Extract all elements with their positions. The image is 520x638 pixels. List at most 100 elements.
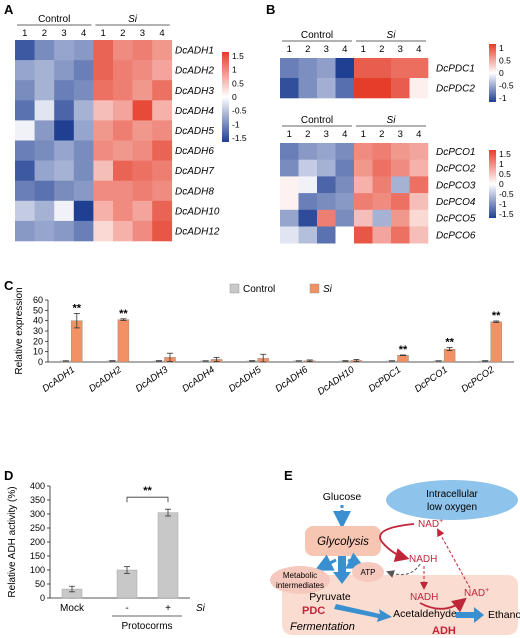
group-label: Protocorms [121,621,172,632]
heatmap-group-label: Control [38,14,70,25]
heatmap-col-label: 1 [287,129,292,140]
glycolysis-label: Glycolysis [317,536,369,548]
heatmap-cell [73,80,94,101]
heatmap-cell [34,140,55,161]
heatmap-cell [317,78,336,99]
heatmap-cell [335,226,355,244]
heatmap-cell [73,40,94,61]
heatmap-pdc: Control 1 2 3 4 Si 1 2 3 4 DcPDC1 DcPDC2 1 0.5 0 -0.5 -1 [280,30,514,103]
y-tick-label: 40 [33,316,43,326]
heatmap-cell [15,120,35,141]
heatmap-cell [113,180,133,202]
nad-return-dashed [437,528,471,589]
heatmap-cell [132,40,153,61]
heatmap-scale-tick: 1.5 [499,149,511,159]
heatmap-cell [15,100,35,121]
heatmap-col-label: 1 [22,28,27,39]
heatmap-cell [34,100,55,121]
heatmap-cell [93,200,114,222]
adh-arrow [456,607,484,623]
heatmap-cell [391,78,410,99]
panel-label-a: A [4,2,14,17]
heatmap-color-scale [489,150,496,218]
heatmap-cell [132,200,153,222]
heatmap-cell [335,209,355,227]
heatmap-cell [132,60,153,81]
heatmap-cell [152,60,173,81]
heatmap-cell [93,160,114,181]
heatmap-scale-tick: 1.5 [232,51,244,61]
y-tick-label: 250 [30,523,45,533]
heatmap-col-label: 4 [159,28,164,39]
heatmap-cell [93,120,114,141]
heatmap-cell [372,193,392,211]
y-tick-label: 60 [33,295,43,305]
heatmap-cell [317,176,336,194]
glucose-label: Glucose [323,491,362,503]
x-tick-label: Mock [60,603,85,614]
nadh-feedback-dashed [386,563,421,578]
heatmap-cell [73,220,94,242]
significance-mark: ** [119,308,128,320]
heatmap-row-label: DcADH6 [175,146,214,157]
heatmap-col-label: 1 [361,44,366,55]
heatmap-cell [354,143,373,160]
heatmap-cell [54,160,75,181]
heatmap-cell [113,160,133,181]
heatmap-cell [34,160,55,181]
bar [397,355,409,363]
bar [117,319,130,363]
y-tick-label: 10 [33,347,43,357]
heatmap-cell [113,200,133,222]
heatmap-cell [34,180,55,202]
bar [116,569,138,599]
heatmap-col-label: 1 [101,28,106,39]
heatmap-cell [132,180,153,202]
heatmap-cell [73,140,94,161]
heatmap-cell [73,100,94,121]
heatmap-cell [152,160,173,181]
heatmap-cell [298,193,318,211]
heatmap-cell [113,40,133,61]
heatmap-cell [93,140,114,161]
heatmap-cell [15,180,35,202]
heatmap-cell [54,40,75,61]
heatmap-color-scale [222,52,229,142]
heatmap-col-label: 4 [81,28,86,39]
heatmap-row-label: DcADH7 [175,166,214,177]
panel-label-b: B [266,2,275,17]
heatmap-pco: Control 1 2 3 4 Si 1 2 3 4 DcPCO1 DcPCO2 DcPCO3 DcPCO… [280,115,514,244]
heatmap-adh: Control 1 2 3 4 Si 1 2 3 4 DcADH1 DcADH2 DcADH3 DcADH… [15,14,247,242]
heatmap-cell [73,180,94,202]
heatmap-col-label: 3 [140,28,145,39]
y-tick-label: 100 [30,565,45,575]
heatmap-row-label: DcADH2 [175,66,214,77]
heatmap-col-label: 2 [305,129,310,140]
heatmap-row-label: DcPCO5 [436,214,476,225]
x-tick-label: DcPCO1 [413,364,450,395]
heatmap-cell [132,160,153,181]
heatmap-cell [354,58,373,79]
heatmap-cell [132,120,153,141]
heatmap-col-label: 2 [379,44,384,55]
x-tick-label: DcADH5 [227,364,264,395]
heatmap-cell [391,209,410,227]
heatmap-group-label: Si [387,115,397,126]
heatmap-cell [354,176,373,194]
heatmap-cell [54,140,75,161]
heatmap-cell [372,78,392,99]
heatmap-cell [93,80,114,101]
heatmap-cell [409,78,429,99]
heatmap-cell [317,159,336,177]
x-tick-label: + [165,603,171,614]
heatmap-scale-tick: -1 [232,119,240,129]
heatmap-cell [372,143,392,160]
y-tick-label: 150 [30,551,45,561]
significance-mark: ** [399,344,408,356]
heatmap-cell [54,180,75,202]
heatmap-cell [317,58,336,79]
heatmap-scale-tick: 0 [499,68,504,78]
heatmap-cell [132,80,153,101]
heatmap-cell [73,200,94,222]
heatmap-cell [93,220,114,242]
